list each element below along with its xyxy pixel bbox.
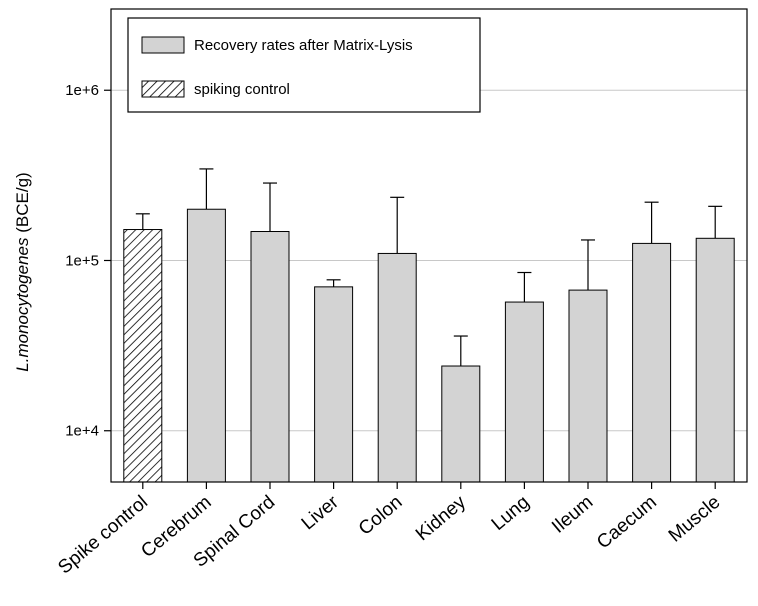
y-tick-label: 1e+4 (65, 423, 99, 440)
legend-label-spiking: spiking control (194, 81, 290, 98)
bar (186, 208, 226, 483)
x-tick-label: Liver (298, 491, 344, 534)
bar (377, 252, 417, 483)
bars (123, 208, 735, 483)
x-tick-label: Spike control (54, 492, 152, 579)
y-axis-title: L.monocytogenes (BCE/g) (13, 172, 32, 371)
legend-label-recovery: Recovery rates after Matrix-Lysis (194, 37, 413, 54)
x-axis-labels: Spike control Cerebrum Spinal Cord Liver… (54, 491, 724, 578)
bar (504, 301, 544, 483)
bar (314, 286, 354, 483)
bar (250, 231, 290, 483)
y-axis-ticks: 1e+4 1e+5 1e+6 (65, 82, 111, 440)
error-bars (135, 168, 723, 367)
legend-swatch-recovery (141, 36, 185, 54)
x-tick-label: Lung (488, 492, 534, 535)
plot-frame (110, 8, 748, 483)
legend-box (127, 17, 481, 113)
bar (695, 237, 735, 483)
legend: Recovery rates after Matrix-Lysis spikin… (127, 17, 481, 113)
bar (568, 289, 608, 483)
x-axis-ticks (142, 482, 716, 489)
x-tick-label: Ileum (548, 492, 597, 538)
x-tick-label: Caecum (593, 492, 661, 554)
bar (632, 242, 672, 483)
y-tick-label: 1e+6 (65, 82, 99, 99)
y-tick-label: 1e+5 (65, 252, 99, 269)
y-axis-title-organism: L.monocytogenes (13, 237, 32, 372)
x-tick-label: Muscle (665, 492, 725, 547)
legend-swatch-spiking (141, 80, 185, 98)
x-tick-label: Kidney (412, 491, 470, 545)
x-tick-label: Colon (355, 492, 407, 540)
bar (123, 229, 163, 483)
bar (441, 365, 481, 483)
y-axis-title-unit: (BCE/g) (13, 172, 32, 232)
